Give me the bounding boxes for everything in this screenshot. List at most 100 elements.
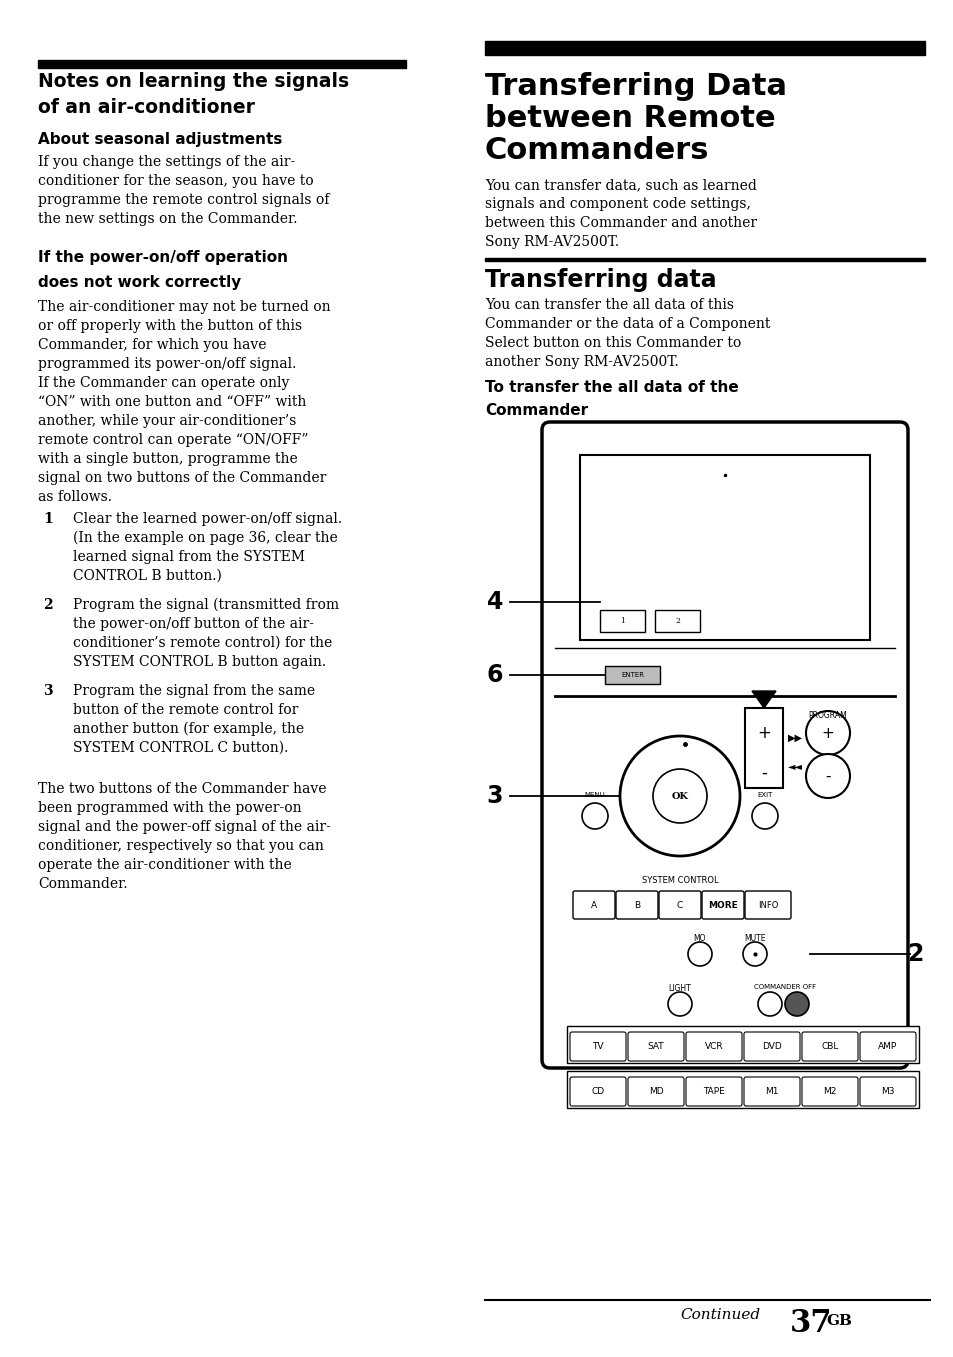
Text: VCR: VCR	[704, 1042, 722, 1052]
Text: Program the signal from the same: Program the signal from the same	[73, 684, 314, 697]
Text: Commander, for which you have: Commander, for which you have	[38, 338, 266, 351]
Text: CONTROL B button.): CONTROL B button.)	[73, 569, 222, 584]
Text: (In the example on page 36, clear the: (In the example on page 36, clear the	[73, 531, 337, 546]
Circle shape	[652, 769, 706, 822]
Text: Sony RM-AV2500T.: Sony RM-AV2500T.	[484, 235, 618, 248]
Text: TAPE: TAPE	[702, 1087, 724, 1096]
Text: DVD: DVD	[761, 1042, 781, 1052]
Text: GB: GB	[825, 1314, 851, 1329]
Text: -: -	[824, 768, 830, 783]
Text: 4: 4	[486, 590, 502, 613]
FancyBboxPatch shape	[616, 892, 658, 919]
Bar	[484, 41, 924, 56]
FancyBboxPatch shape	[569, 1077, 625, 1106]
FancyBboxPatch shape	[801, 1033, 857, 1061]
Text: If the Commander can operate only: If the Commander can operate only	[38, 376, 289, 389]
Text: conditioner for the season, you have to: conditioner for the season, you have to	[38, 174, 314, 189]
Text: Commander.: Commander.	[38, 877, 128, 892]
Text: ◄◄: ◄◄	[787, 761, 802, 771]
Text: Program the signal (transmitted from: Program the signal (transmitted from	[73, 598, 338, 612]
Text: the new settings on the Commander.: the new settings on the Commander.	[38, 212, 297, 227]
Text: The air-conditioner may not be turned on: The air-conditioner may not be turned on	[38, 300, 331, 313]
Text: Clear the learned power-on/off signal.: Clear the learned power-on/off signal.	[73, 512, 342, 527]
FancyBboxPatch shape	[685, 1077, 741, 1106]
Text: another Sony RM-AV2500T.: another Sony RM-AV2500T.	[484, 356, 678, 369]
Text: signals and component code settings,: signals and component code settings,	[484, 197, 750, 210]
Text: 1: 1	[619, 617, 624, 626]
Text: You can transfer data, such as learned: You can transfer data, such as learned	[484, 178, 756, 191]
FancyBboxPatch shape	[573, 892, 615, 919]
Text: OK: OK	[671, 791, 688, 801]
FancyBboxPatch shape	[627, 1033, 683, 1061]
Text: If the power-on/off operation: If the power-on/off operation	[38, 250, 288, 265]
Text: signal on two buttons of the Commander: signal on two buttons of the Commander	[38, 471, 326, 484]
Text: Commander: Commander	[484, 403, 587, 418]
Circle shape	[619, 735, 740, 856]
Text: Notes on learning the signals: Notes on learning the signals	[38, 72, 349, 91]
FancyBboxPatch shape	[701, 892, 743, 919]
Circle shape	[751, 803, 778, 829]
Text: MD: MD	[648, 1087, 662, 1096]
Bar	[566, 1026, 918, 1063]
Text: A: A	[590, 901, 597, 909]
Text: programmed its power-on/off signal.: programmed its power-on/off signal.	[38, 357, 296, 370]
FancyBboxPatch shape	[569, 1033, 625, 1061]
Text: 2: 2	[906, 942, 923, 966]
Text: M1: M1	[764, 1087, 778, 1096]
Text: 2: 2	[43, 598, 52, 612]
Text: -: -	[760, 764, 766, 782]
Text: The two buttons of the Commander have: The two buttons of the Commander have	[38, 782, 326, 797]
Bar	[566, 1071, 918, 1109]
Text: ▶▶: ▶▶	[787, 733, 802, 744]
Text: SYSTEM CONTROL B button again.: SYSTEM CONTROL B button again.	[73, 655, 326, 669]
FancyBboxPatch shape	[685, 1033, 741, 1061]
Text: C: C	[677, 901, 682, 909]
Bar	[599, 611, 644, 632]
Circle shape	[581, 803, 607, 829]
Text: been programmed with the power-on: been programmed with the power-on	[38, 801, 301, 816]
Text: Continued: Continued	[679, 1308, 760, 1322]
Bar	[744, 708, 782, 788]
Text: between Remote: between Remote	[484, 104, 775, 133]
Text: You can transfer the all data of this: You can transfer the all data of this	[484, 299, 733, 312]
Text: Transferring data: Transferring data	[484, 267, 716, 292]
Text: 1: 1	[43, 512, 52, 527]
Circle shape	[667, 992, 691, 1016]
Text: 6: 6	[486, 664, 503, 687]
FancyBboxPatch shape	[743, 1033, 800, 1061]
FancyBboxPatch shape	[659, 892, 700, 919]
Text: conditioner, respectively so that you can: conditioner, respectively so that you ca…	[38, 839, 323, 854]
Text: conditioner’s remote control) for the: conditioner’s remote control) for the	[73, 636, 332, 650]
Circle shape	[758, 992, 781, 1016]
Text: of an air-conditioner: of an air-conditioner	[38, 98, 254, 117]
Text: Transferring Data: Transferring Data	[484, 72, 786, 100]
FancyBboxPatch shape	[801, 1077, 857, 1106]
Text: AMP: AMP	[878, 1042, 897, 1052]
Text: +: +	[821, 726, 834, 741]
Text: 37: 37	[789, 1308, 832, 1339]
Text: CD: CD	[591, 1087, 604, 1096]
Text: “ON” with one button and “OFF” with: “ON” with one button and “OFF” with	[38, 395, 306, 408]
Text: Commanders: Commanders	[484, 136, 709, 166]
FancyBboxPatch shape	[743, 1077, 800, 1106]
Text: +: +	[757, 725, 770, 742]
Text: If you change the settings of the air-: If you change the settings of the air-	[38, 155, 294, 170]
Text: programme the remote control signals of: programme the remote control signals of	[38, 193, 329, 208]
Text: PROGRAM: PROGRAM	[808, 711, 846, 721]
Text: 2: 2	[675, 617, 679, 626]
Text: or off properly with the button of this: or off properly with the button of this	[38, 319, 302, 332]
Bar	[484, 258, 924, 261]
Text: Select button on this Commander to: Select button on this Commander to	[484, 337, 740, 350]
Text: MO: MO	[693, 934, 705, 943]
Circle shape	[805, 754, 849, 798]
Text: INFO: INFO	[757, 901, 778, 909]
Text: About seasonal adjustments: About seasonal adjustments	[38, 132, 282, 147]
FancyBboxPatch shape	[744, 892, 790, 919]
Circle shape	[784, 992, 808, 1016]
Text: MORE: MORE	[707, 901, 737, 909]
Text: CBL: CBL	[821, 1042, 838, 1052]
Text: Commander or the data of a Component: Commander or the data of a Component	[484, 318, 770, 331]
Text: MENU: MENU	[584, 792, 605, 798]
Text: remote control can operate “ON/OFF”: remote control can operate “ON/OFF”	[38, 433, 308, 446]
Text: B: B	[634, 901, 639, 909]
